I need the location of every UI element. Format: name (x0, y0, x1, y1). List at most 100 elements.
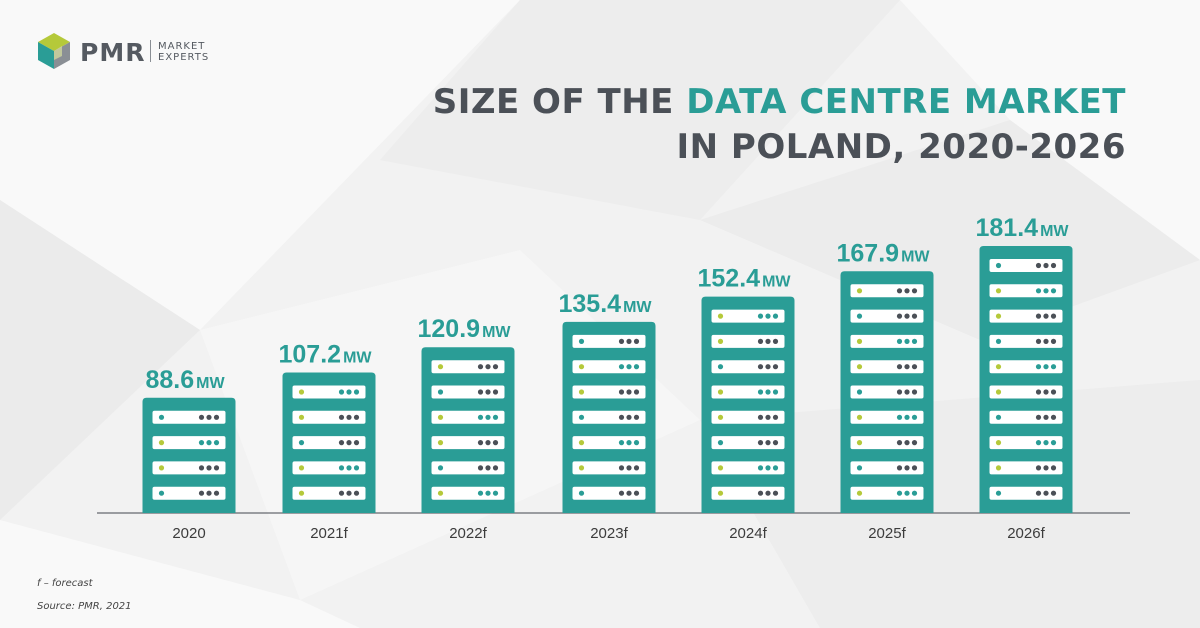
status-led (578, 440, 585, 446)
value-unit: MW (1040, 223, 1069, 240)
server-dot (911, 288, 918, 294)
server-dot (477, 465, 484, 471)
server-unit (989, 334, 1063, 348)
server-dot (492, 465, 499, 471)
status-led (856, 389, 863, 395)
server-dot (1043, 465, 1049, 471)
server-unit (989, 461, 1063, 475)
server-dot (896, 313, 903, 319)
category-label: 2025f (868, 525, 906, 542)
server-dot (1035, 288, 1042, 294)
status-led (437, 465, 444, 471)
value-number: 88.6 (145, 366, 194, 394)
server-dot (1043, 440, 1049, 446)
server-dot (485, 364, 491, 370)
value-number: 152.4 (698, 265, 761, 293)
status-led (995, 262, 1002, 269)
server-dot (911, 490, 918, 496)
server-unit (292, 461, 366, 475)
server-unit (572, 486, 646, 500)
status-led (856, 490, 863, 496)
server-dot (765, 414, 771, 420)
bar (701, 296, 795, 513)
server-dot (626, 389, 632, 395)
status-led (158, 414, 165, 420)
status-led (717, 364, 724, 370)
status-led (856, 313, 863, 319)
category-label: 2022f (449, 525, 487, 542)
status-led (298, 389, 305, 395)
status-led (578, 364, 585, 370)
status-led (995, 389, 1002, 395)
server-unit (431, 385, 505, 399)
server-dot (757, 364, 764, 370)
status-led (995, 440, 1002, 446)
server-dot (1035, 313, 1042, 319)
server-dot (346, 490, 352, 496)
server-dot (353, 490, 360, 496)
server-unit (711, 410, 785, 424)
bar-2023f (562, 321, 656, 513)
server-dot (633, 490, 640, 496)
status-led (437, 389, 444, 395)
status-led (856, 440, 863, 446)
status-led (158, 490, 165, 496)
server-dot (757, 414, 764, 420)
server-unit (572, 410, 646, 424)
server-dot (1050, 313, 1057, 319)
server-unit (850, 284, 924, 298)
server-dot (904, 288, 910, 294)
server-unit (989, 259, 1063, 272)
server-dot (626, 338, 632, 344)
server-dot (1043, 414, 1049, 420)
server-dot (765, 490, 771, 496)
server-unit (711, 360, 785, 374)
server-unit (989, 360, 1063, 374)
server-unit (989, 385, 1063, 399)
bar (142, 397, 236, 513)
server-dot (772, 465, 779, 471)
server-unit (711, 486, 785, 500)
value-unit: MW (901, 248, 930, 265)
server-dot (772, 414, 779, 420)
server-dot (904, 440, 910, 446)
server-dot (1043, 313, 1049, 319)
server-dot (896, 389, 903, 395)
server-dot (757, 440, 764, 446)
category-label: 2020 (172, 525, 205, 542)
server-dot (772, 440, 779, 446)
status-led (298, 440, 305, 446)
server-unit (850, 309, 924, 323)
server-dot (213, 440, 220, 446)
logo-divider (150, 40, 151, 62)
server-unit (850, 360, 924, 374)
server-dot (904, 389, 910, 395)
server-dot (626, 465, 632, 471)
value-label: 181.4 MW (976, 214, 1070, 242)
server-unit (292, 410, 366, 424)
status-led (995, 338, 1002, 344)
server-dot (198, 465, 205, 471)
server-dot (206, 490, 212, 496)
tagline-line-1: MARKET (158, 41, 206, 52)
server-dot (477, 440, 484, 446)
server-dot (1043, 262, 1049, 269)
server-unit (711, 461, 785, 475)
value-label: 120.9 MW (418, 315, 512, 343)
server-dot (1035, 364, 1042, 370)
server-unit (989, 486, 1063, 500)
server-dot (346, 389, 352, 395)
category-label: 2024f (729, 525, 767, 542)
server-dot (757, 313, 764, 319)
server-dot (338, 414, 345, 420)
server-dot (485, 465, 491, 471)
server-dot (338, 440, 345, 446)
server-dot (1050, 414, 1057, 420)
server-unit (850, 385, 924, 399)
value-number: 167.9 (837, 239, 900, 267)
server-unit (292, 436, 366, 450)
value-number: 107.2 (279, 341, 342, 369)
server-dot (772, 389, 779, 395)
server-dot (904, 414, 910, 420)
server-dot (1043, 288, 1049, 294)
